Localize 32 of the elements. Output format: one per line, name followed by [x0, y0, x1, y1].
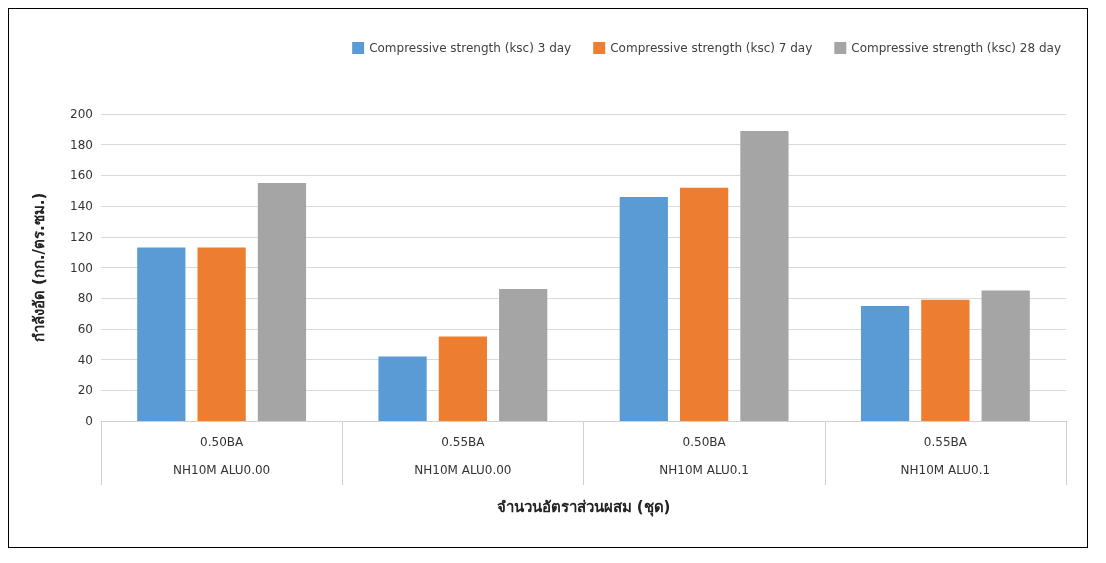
y-tick-label: 20 [77, 383, 93, 398]
x-tick-label: 0.50BA NH10M ALU0.1 [659, 435, 749, 477]
y-tick-label: 160 [70, 168, 93, 183]
x-tick-label: 0.55BA NH10M ALU0.1 [900, 435, 991, 477]
x-axis-title: จำนวนอัตราส่วนผสม (ชุด) [496, 497, 671, 517]
bar [137, 247, 186, 421]
legend-label: Compressive strength (ksc) 3 day [369, 41, 572, 55]
bar [740, 130, 789, 421]
y-tick-label: 60 [77, 321, 93, 336]
legend-label: Compressive strength (ksc) 28 day [851, 41, 1062, 55]
x-tick-label: 0.55BA NH10M ALU0.00 [414, 435, 512, 477]
x-tick-label: 0.50BA NH10M ALU0.00 [173, 435, 271, 477]
y-tick-label: 120 [70, 229, 93, 244]
bar [860, 305, 910, 421]
y-tick-label: 40 [77, 352, 93, 367]
bar [619, 196, 668, 421]
y-tick-label: 100 [70, 260, 93, 275]
bar [378, 356, 427, 421]
bar [680, 187, 729, 421]
bar [499, 288, 548, 421]
y-tick-label: 180 [70, 137, 93, 152]
y-tick-label: 80 [77, 291, 93, 306]
bar [257, 183, 307, 421]
bar [921, 299, 970, 421]
y-tick-label: 0 [85, 414, 93, 428]
y-axis-title: กำลังอัด (กก./ตร.ซม.) [29, 192, 48, 343]
legend-label: Compressive strength (ksc) 7 day [610, 41, 813, 55]
y-tick-label: 200 [70, 107, 93, 121]
bar [438, 336, 487, 421]
y-tick-label: 140 [70, 199, 93, 214]
bar [197, 247, 246, 421]
bar [981, 290, 1030, 421]
